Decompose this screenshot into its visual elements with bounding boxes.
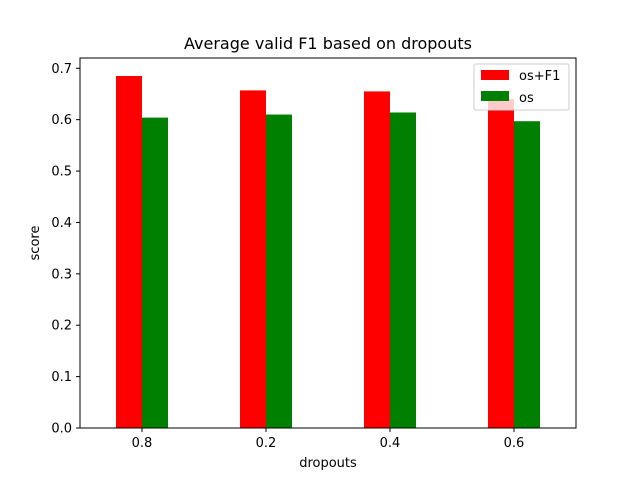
legend-swatch-os (481, 91, 509, 101)
y-axis-label: score (28, 226, 43, 261)
chart-title: Average valid F1 based on dropouts (184, 34, 472, 53)
y-tick-label: 0.5 (51, 165, 72, 180)
bar-os-0-6 (514, 121, 540, 428)
y-axis: 0.0 0.1 0.2 0.3 0.4 0.5 0.6 0.7 (51, 62, 80, 437)
x-tick-label: 0.6 (504, 436, 525, 451)
y-tick-label: 0.0 (51, 422, 72, 437)
legend-label-os: os (519, 91, 534, 106)
bar-os-f1-0-4 (364, 91, 390, 429)
bar-os-0-4 (390, 112, 416, 428)
y-tick-label: 0.1 (51, 370, 72, 385)
legend-label-os-f1: os+F1 (519, 69, 560, 84)
legend-swatch-os-f1 (481, 70, 509, 80)
plot-frame (79, 57, 577, 429)
plot-area (116, 75, 540, 429)
legend: os+F1 os (473, 63, 570, 111)
y-tick-label: 0.3 (51, 267, 72, 282)
bar-os-f1-0-2 (240, 90, 266, 428)
y-tick-label: 0.7 (51, 62, 72, 77)
bar-os-0-8 (142, 117, 168, 428)
bar-os-f1-0-6 (488, 99, 514, 428)
y-tick-label: 0.6 (51, 113, 72, 128)
x-axis-label: dropouts (299, 456, 357, 471)
x-axis: 0.8 0.2 0.4 0.6 (132, 428, 525, 451)
bar-os-f1-0-8 (116, 75, 142, 428)
x-tick-label: 0.8 (132, 436, 153, 451)
y-tick-label: 0.4 (51, 216, 72, 231)
x-tick-label: 0.2 (256, 436, 277, 451)
bar-os-0-2 (266, 114, 292, 429)
y-tick-label: 0.2 (51, 319, 72, 334)
x-tick-label: 0.4 (380, 436, 401, 451)
